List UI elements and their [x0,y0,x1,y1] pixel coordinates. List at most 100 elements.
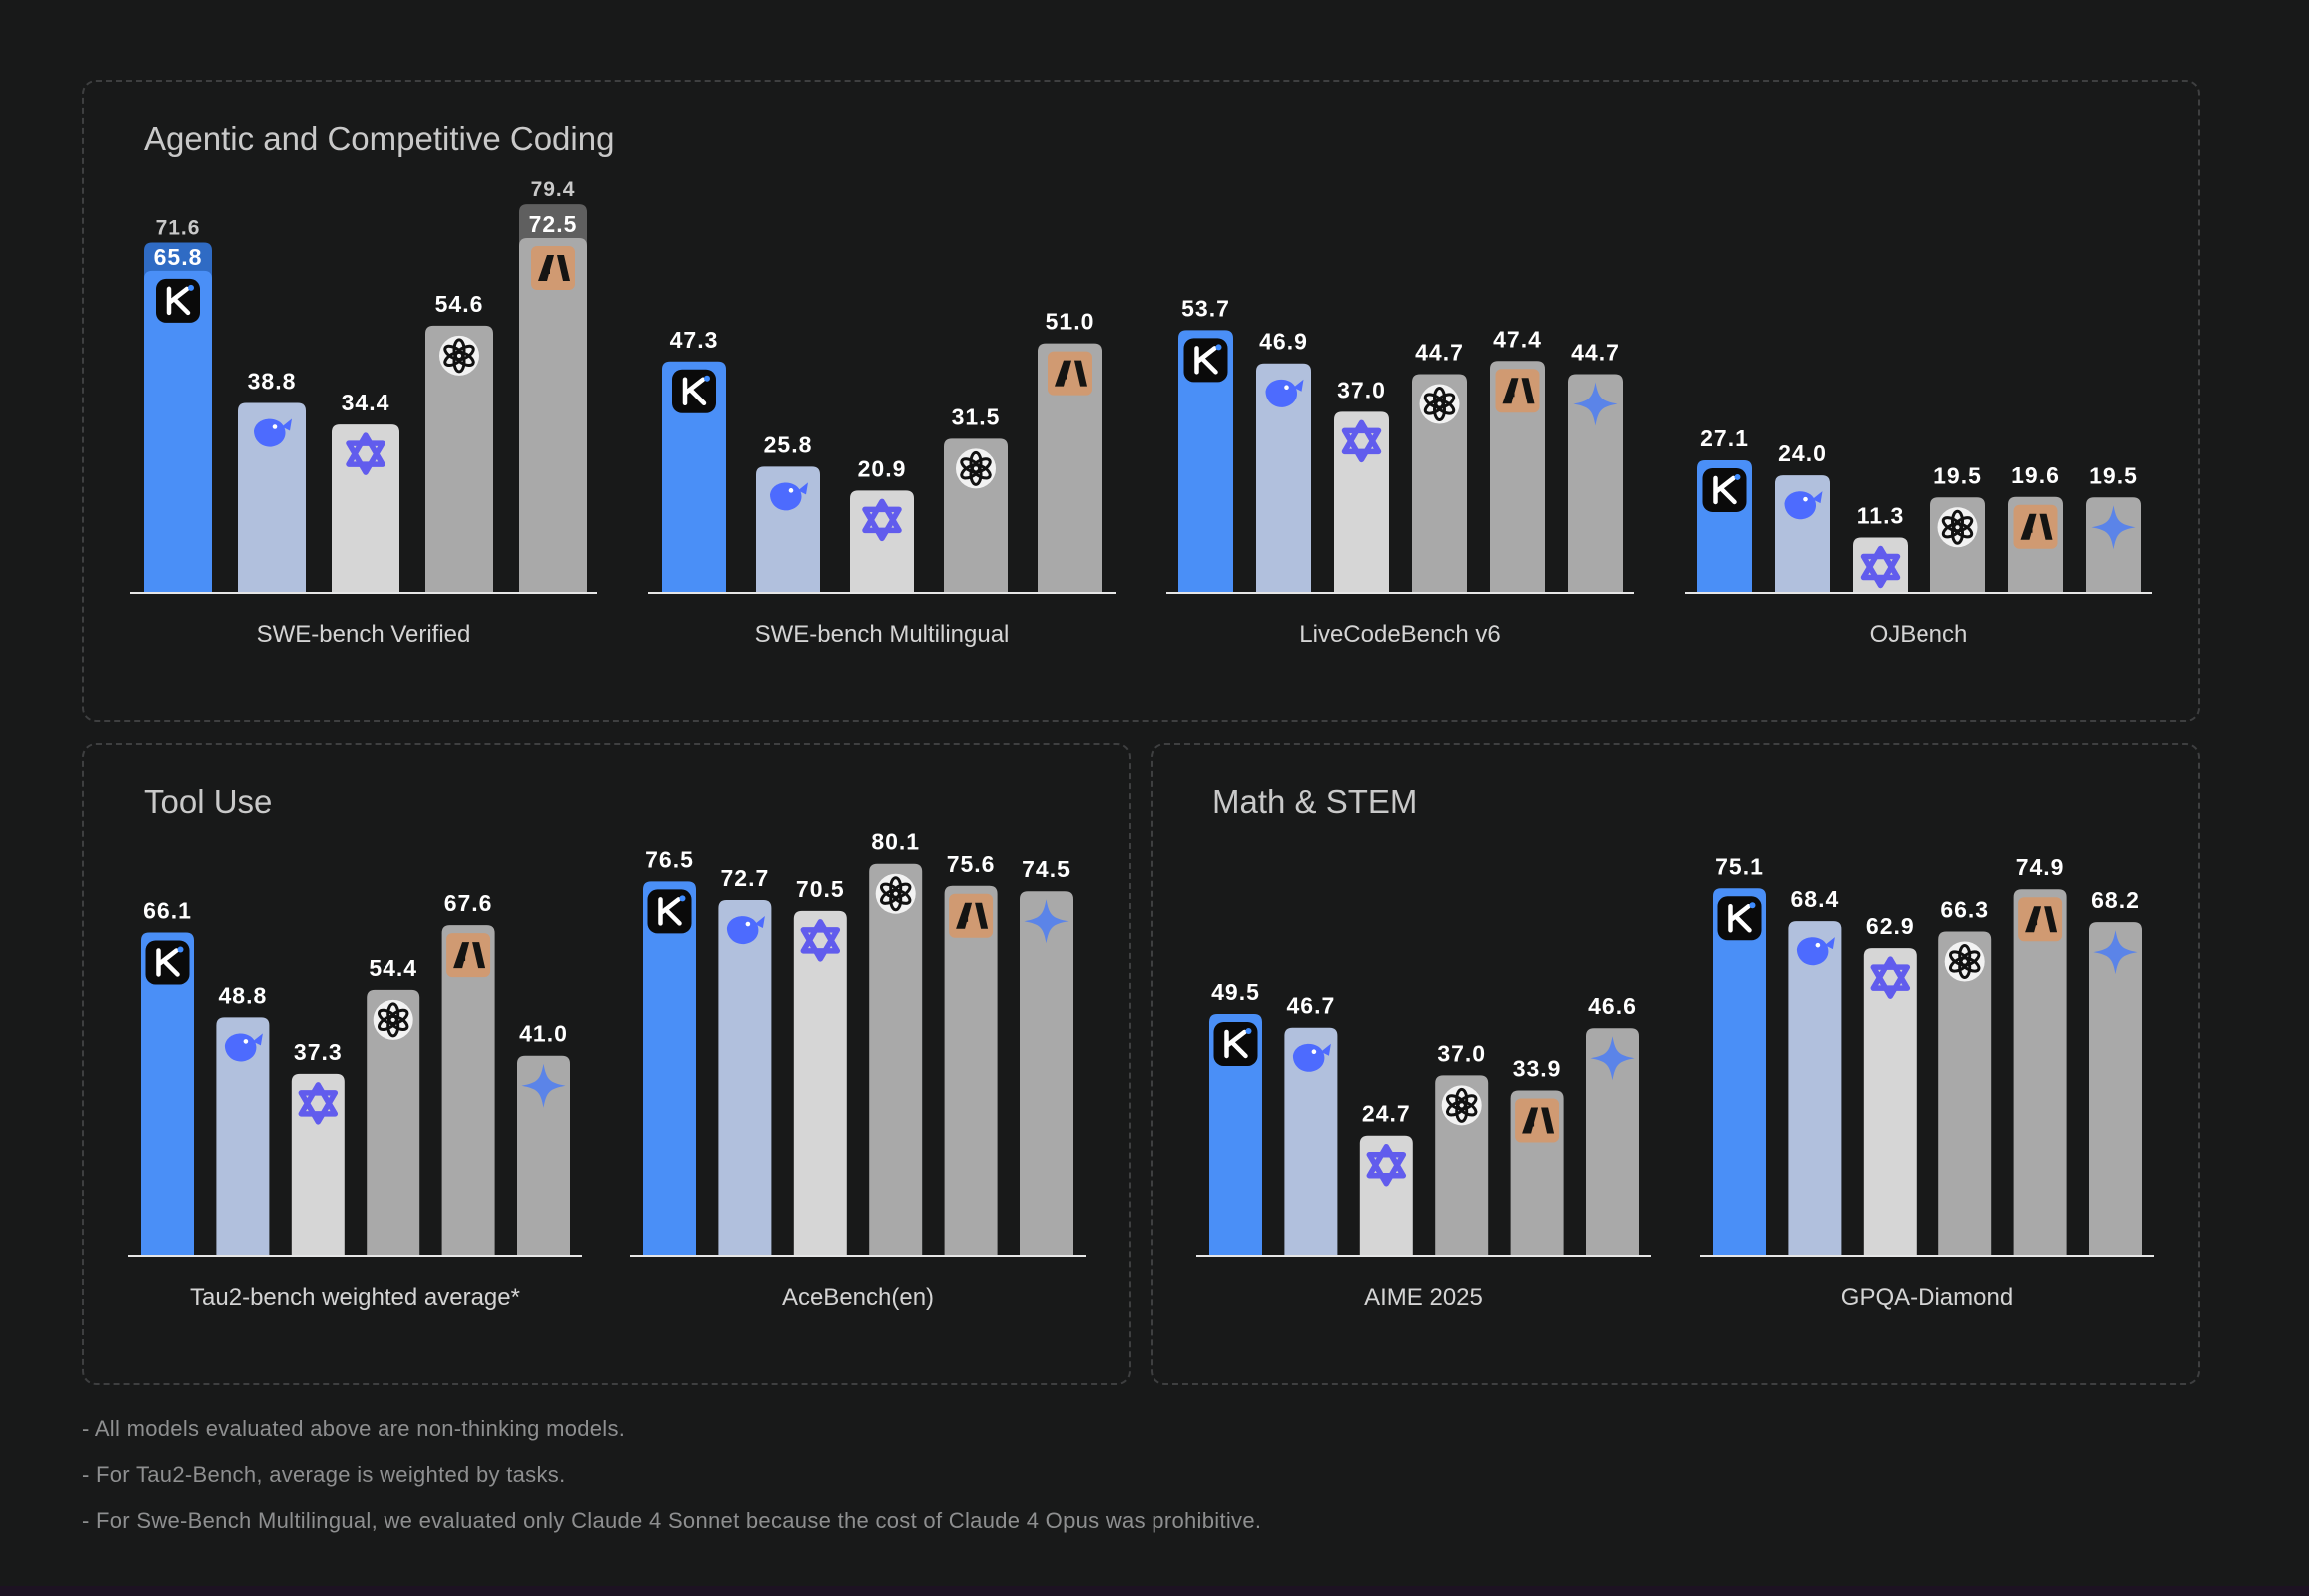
value-label: 37.0 [1437,1040,1486,1066]
openai-icon [875,873,916,914]
bar [1256,363,1311,593]
bar [1938,931,1992,1256]
qwen-icon [1341,419,1382,463]
value-label: 66.1 [143,897,192,923]
bar [1038,343,1102,593]
tool-use-panel: Tool Use [82,743,1131,1385]
benchmark-label: GPQA-Diamond [1841,1284,2013,1311]
deepseek-icon [254,418,292,447]
anthropic-icon [1048,351,1092,396]
kimi-icon [1213,1021,1258,1066]
value-label: 66.3 [1940,896,1989,922]
qwen-icon [298,1082,339,1125]
value-label: 62.9 [1866,913,1915,939]
footnote: - For Tau2-Bench, average is weighted by… [82,1462,566,1487]
value-label: 19.6 [2011,462,2060,488]
bar [1209,1013,1262,1256]
kimi-icon [672,369,716,413]
bar [1435,1075,1489,1256]
bar [332,424,399,593]
openai-icon [1944,941,1985,982]
openai-icon [373,999,413,1040]
value-label: 19.5 [1933,462,1982,488]
value-label: 48.8 [219,982,268,1008]
footnote: - For Swe-Bench Multilingual, we evaluat… [82,1508,1262,1533]
bar [1490,361,1545,593]
bar [1412,374,1467,593]
chart-swe-bench-verified: 71.6 65.8 38.8 34.4 54.6 79.4 72.5 SWE-bench Ve… [130,178,597,648]
value-label: 53.7 [1181,295,1230,321]
benchmark-label: AIME 2025 [1364,1284,1483,1311]
anthropic-icon [446,933,491,978]
benchmark-label: AceBench(en) [782,1284,934,1311]
bar [944,885,998,1256]
footnotes: - All models evaluated above are non-thi… [82,1412,1261,1550]
qwen-icon [346,432,385,475]
value-label: 25.8 [764,431,813,457]
bar [238,402,306,593]
chart-livecodebench-v6: 53.7 46.9 37.0 44.7 47.4 44.7 LiveCodeBench v6 [1166,295,1634,648]
deepseek-icon [726,916,765,945]
kimi-icon [1702,467,1747,512]
benchmark-label: SWE-bench Verified [257,621,471,648]
anthropic-icon [2013,504,2058,549]
value-label: 33.9 [1513,1056,1562,1082]
qwen-icon [800,919,841,962]
bar [2089,922,2142,1256]
gemini-icon [2091,505,2136,550]
value-label: 76.5 [645,846,694,872]
deepseek-icon [1784,491,1823,520]
bar [1020,891,1073,1256]
value-label: 65.8 [154,244,203,270]
value-label: 24.0 [1778,440,1827,466]
value-label: 75.1 [1715,853,1764,879]
value-label: 44.7 [1571,340,1620,366]
openai-icon [956,448,996,489]
value-label: 41.0 [519,1021,568,1047]
value-label: 54.6 [435,291,484,317]
bar [643,881,696,1256]
bar [291,1073,345,1256]
value-label: 34.4 [342,390,390,415]
footnote: - All models evaluated above are non-thi… [82,1416,626,1441]
value-label: 72.7 [721,865,770,891]
value-label: 80.1 [871,829,920,855]
gemini-icon [2093,930,2138,975]
value-label: 24.7 [1362,1101,1411,1127]
bar [1713,888,1766,1256]
chart-swe-bench-multilingual: 47.3 25.8 20.9 31.5 51.0 SWE-bench Multilingu… [648,309,1116,648]
value-label: 54.4 [369,955,417,981]
chart-gpqa-diamond: 75.1 68.4 62.9 66.3 74.9 68.2 GPQA-Diamond [1700,853,2154,1311]
value-label: 49.5 [1211,979,1260,1005]
bar [517,1055,570,1256]
chart-ojbench: 27.1 24.0 11.3 19.5 19.6 19.5 OJBench [1685,425,2152,648]
anthropic-icon [1515,1098,1560,1143]
qwen-icon [1870,956,1911,999]
benchmark-label: Tau2-bench weighted average* [190,1284,520,1311]
anthropic-icon [949,893,994,938]
benchmark-label: SWE-bench Multilingual [755,621,1010,648]
qwen-icon [1366,1143,1407,1187]
value-label: 46.6 [1588,993,1637,1019]
value-label: 19.5 [2089,462,2138,488]
qwen-icon [1860,545,1901,589]
bar [1568,374,1623,593]
value-label: 11.3 [1857,503,1905,529]
bar [1178,330,1233,593]
value-label: 68.2 [2091,887,2140,913]
upper-value-label: 79.4 [531,178,576,201]
bar [2013,889,2067,1256]
value-label: 70.5 [796,876,845,902]
kimi-icon [145,940,190,985]
deepseek-icon [1265,379,1304,407]
bar [718,900,772,1256]
bar [869,863,923,1256]
panel-title-math-stem: Math & STEM [1212,783,1418,820]
kimi-icon [1183,338,1228,383]
bar [1586,1028,1639,1256]
value-label: 37.0 [1337,377,1386,402]
qwen-icon [862,498,902,542]
bar [367,989,420,1256]
bar [1863,948,1917,1256]
